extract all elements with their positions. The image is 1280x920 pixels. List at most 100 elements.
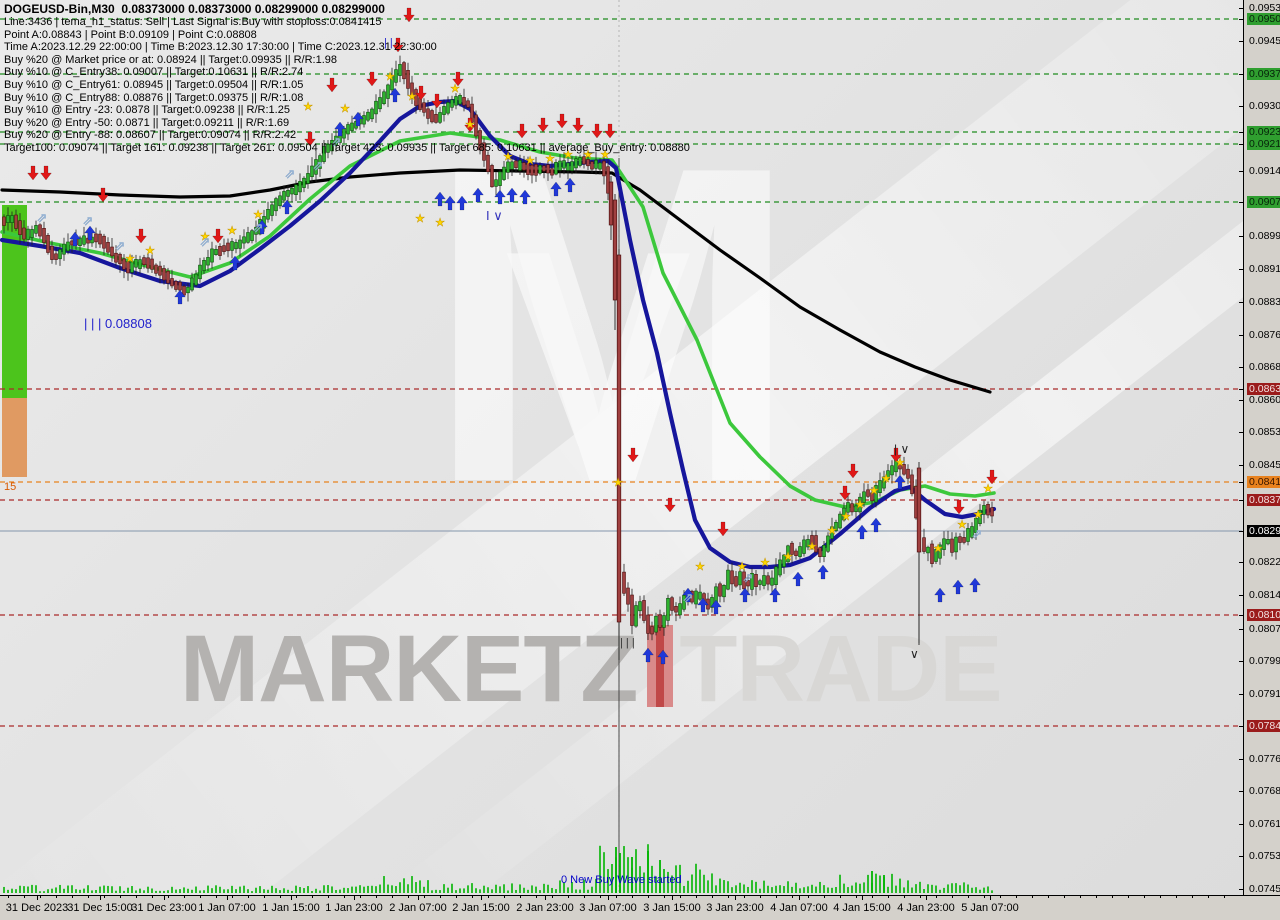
price-tick	[1239, 432, 1244, 433]
candle-body	[222, 245, 226, 252]
time-minor-tick	[72, 896, 73, 898]
candle-body	[426, 108, 430, 119]
candle-body	[650, 626, 654, 635]
time-minor-tick	[664, 896, 665, 898]
buy-arrow-icon	[969, 577, 981, 593]
time-tick	[862, 896, 863, 900]
time-minor-tick	[520, 896, 521, 898]
star-signal-icon: ★	[695, 560, 705, 573]
buy-arrow-icon	[870, 517, 882, 533]
time-minor-tick	[712, 896, 713, 898]
sell-arrow-icon	[604, 123, 616, 139]
candle-body	[666, 597, 670, 621]
candle-body	[190, 277, 194, 291]
price-label: 0.07917	[1249, 688, 1280, 700]
star-signal-icon: ★	[385, 70, 395, 83]
candle-body	[26, 228, 30, 240]
price-tick	[1239, 367, 1244, 368]
candle-body	[750, 572, 754, 590]
candle-body	[698, 591, 702, 600]
candle-body	[382, 91, 386, 105]
candle-body	[550, 168, 554, 176]
candle-body	[850, 503, 854, 513]
time-tick	[735, 896, 736, 900]
buy-arrow-icon	[894, 474, 906, 490]
sell-arrow-icon	[627, 447, 639, 463]
buy-arrow-icon	[657, 649, 669, 665]
time-minor-tick	[56, 896, 57, 898]
candle-body	[54, 253, 58, 260]
buy-arrow-icon	[444, 195, 456, 211]
time-label: 4 Jan 15:00	[833, 902, 891, 914]
candle-body	[570, 161, 574, 171]
star-signal-icon: ★	[407, 90, 417, 103]
candle-body	[482, 142, 486, 161]
price-label: 0.08226	[1249, 556, 1280, 568]
buy-arrow-icon	[710, 599, 722, 615]
time-minor-tick	[104, 896, 105, 898]
price-label: 0.07764	[1249, 753, 1280, 765]
candle-body	[606, 166, 610, 194]
time-axis[interactable]: 31 Dec 2023 31 Dec 15:00 31 Dec 23:00 1 Jan…	[0, 895, 1280, 920]
candle-body	[978, 509, 982, 525]
price-tick	[1239, 302, 1244, 303]
candle-body	[942, 538, 946, 550]
candle-body	[822, 544, 826, 557]
sell-arrow-icon	[847, 463, 859, 479]
time-tick	[672, 896, 673, 900]
candle-body	[374, 100, 378, 115]
candle-body	[450, 99, 454, 108]
candle-body	[462, 97, 466, 106]
time-minor-tick	[408, 896, 409, 898]
candle-body	[438, 112, 442, 123]
time-minor-tick	[840, 896, 841, 898]
trend-chevron-icon: ⇗	[200, 235, 211, 250]
candle-body	[446, 102, 450, 114]
candle-body	[910, 474, 914, 495]
candle-body	[146, 257, 150, 269]
time-minor-tick	[136, 896, 137, 898]
time-minor-tick	[584, 896, 585, 898]
candle-body	[970, 526, 974, 538]
candle-body	[542, 165, 546, 172]
buy-arrow-icon	[792, 571, 804, 587]
candle-body	[302, 177, 306, 188]
time-minor-tick	[232, 896, 233, 898]
candle-body	[582, 156, 586, 165]
candle-body	[306, 173, 310, 184]
candle-body	[166, 270, 170, 284]
time-minor-tick	[200, 896, 201, 898]
star-signal-icon: ★	[783, 550, 793, 563]
candle-body	[150, 258, 154, 270]
candle-body	[110, 246, 114, 257]
trend-chevron-icon: ⇗	[285, 167, 296, 182]
sell-arrow-icon	[135, 228, 147, 244]
candle-body	[218, 246, 222, 256]
star-signal-icon: ★	[503, 150, 513, 163]
candle-body	[282, 191, 286, 201]
time-minor-tick	[1000, 896, 1001, 898]
crash-candle-body	[612, 199, 618, 301]
time-minor-tick	[152, 896, 153, 898]
price-tick	[1239, 335, 1244, 336]
candle-body	[738, 571, 742, 586]
time-minor-tick	[296, 896, 297, 898]
buy-arrow-icon	[494, 189, 506, 205]
candle-body	[6, 215, 10, 223]
buy-arrow-icon	[697, 597, 709, 613]
price-label: 0.09453	[1249, 35, 1280, 47]
time-minor-tick	[808, 896, 809, 898]
candle-body	[246, 232, 250, 243]
info-line: Buy %10 @ C_Entry88: 0.08876 || Target:0…	[4, 91, 304, 104]
time-minor-tick	[888, 896, 889, 898]
sell-arrow-icon	[953, 499, 965, 515]
candle-body	[746, 580, 750, 587]
price-label: 0.08917	[1249, 263, 1280, 275]
candle-body	[806, 539, 810, 548]
time-minor-tick	[1192, 896, 1193, 898]
price-tick	[1239, 824, 1244, 825]
candle-body	[286, 190, 290, 197]
